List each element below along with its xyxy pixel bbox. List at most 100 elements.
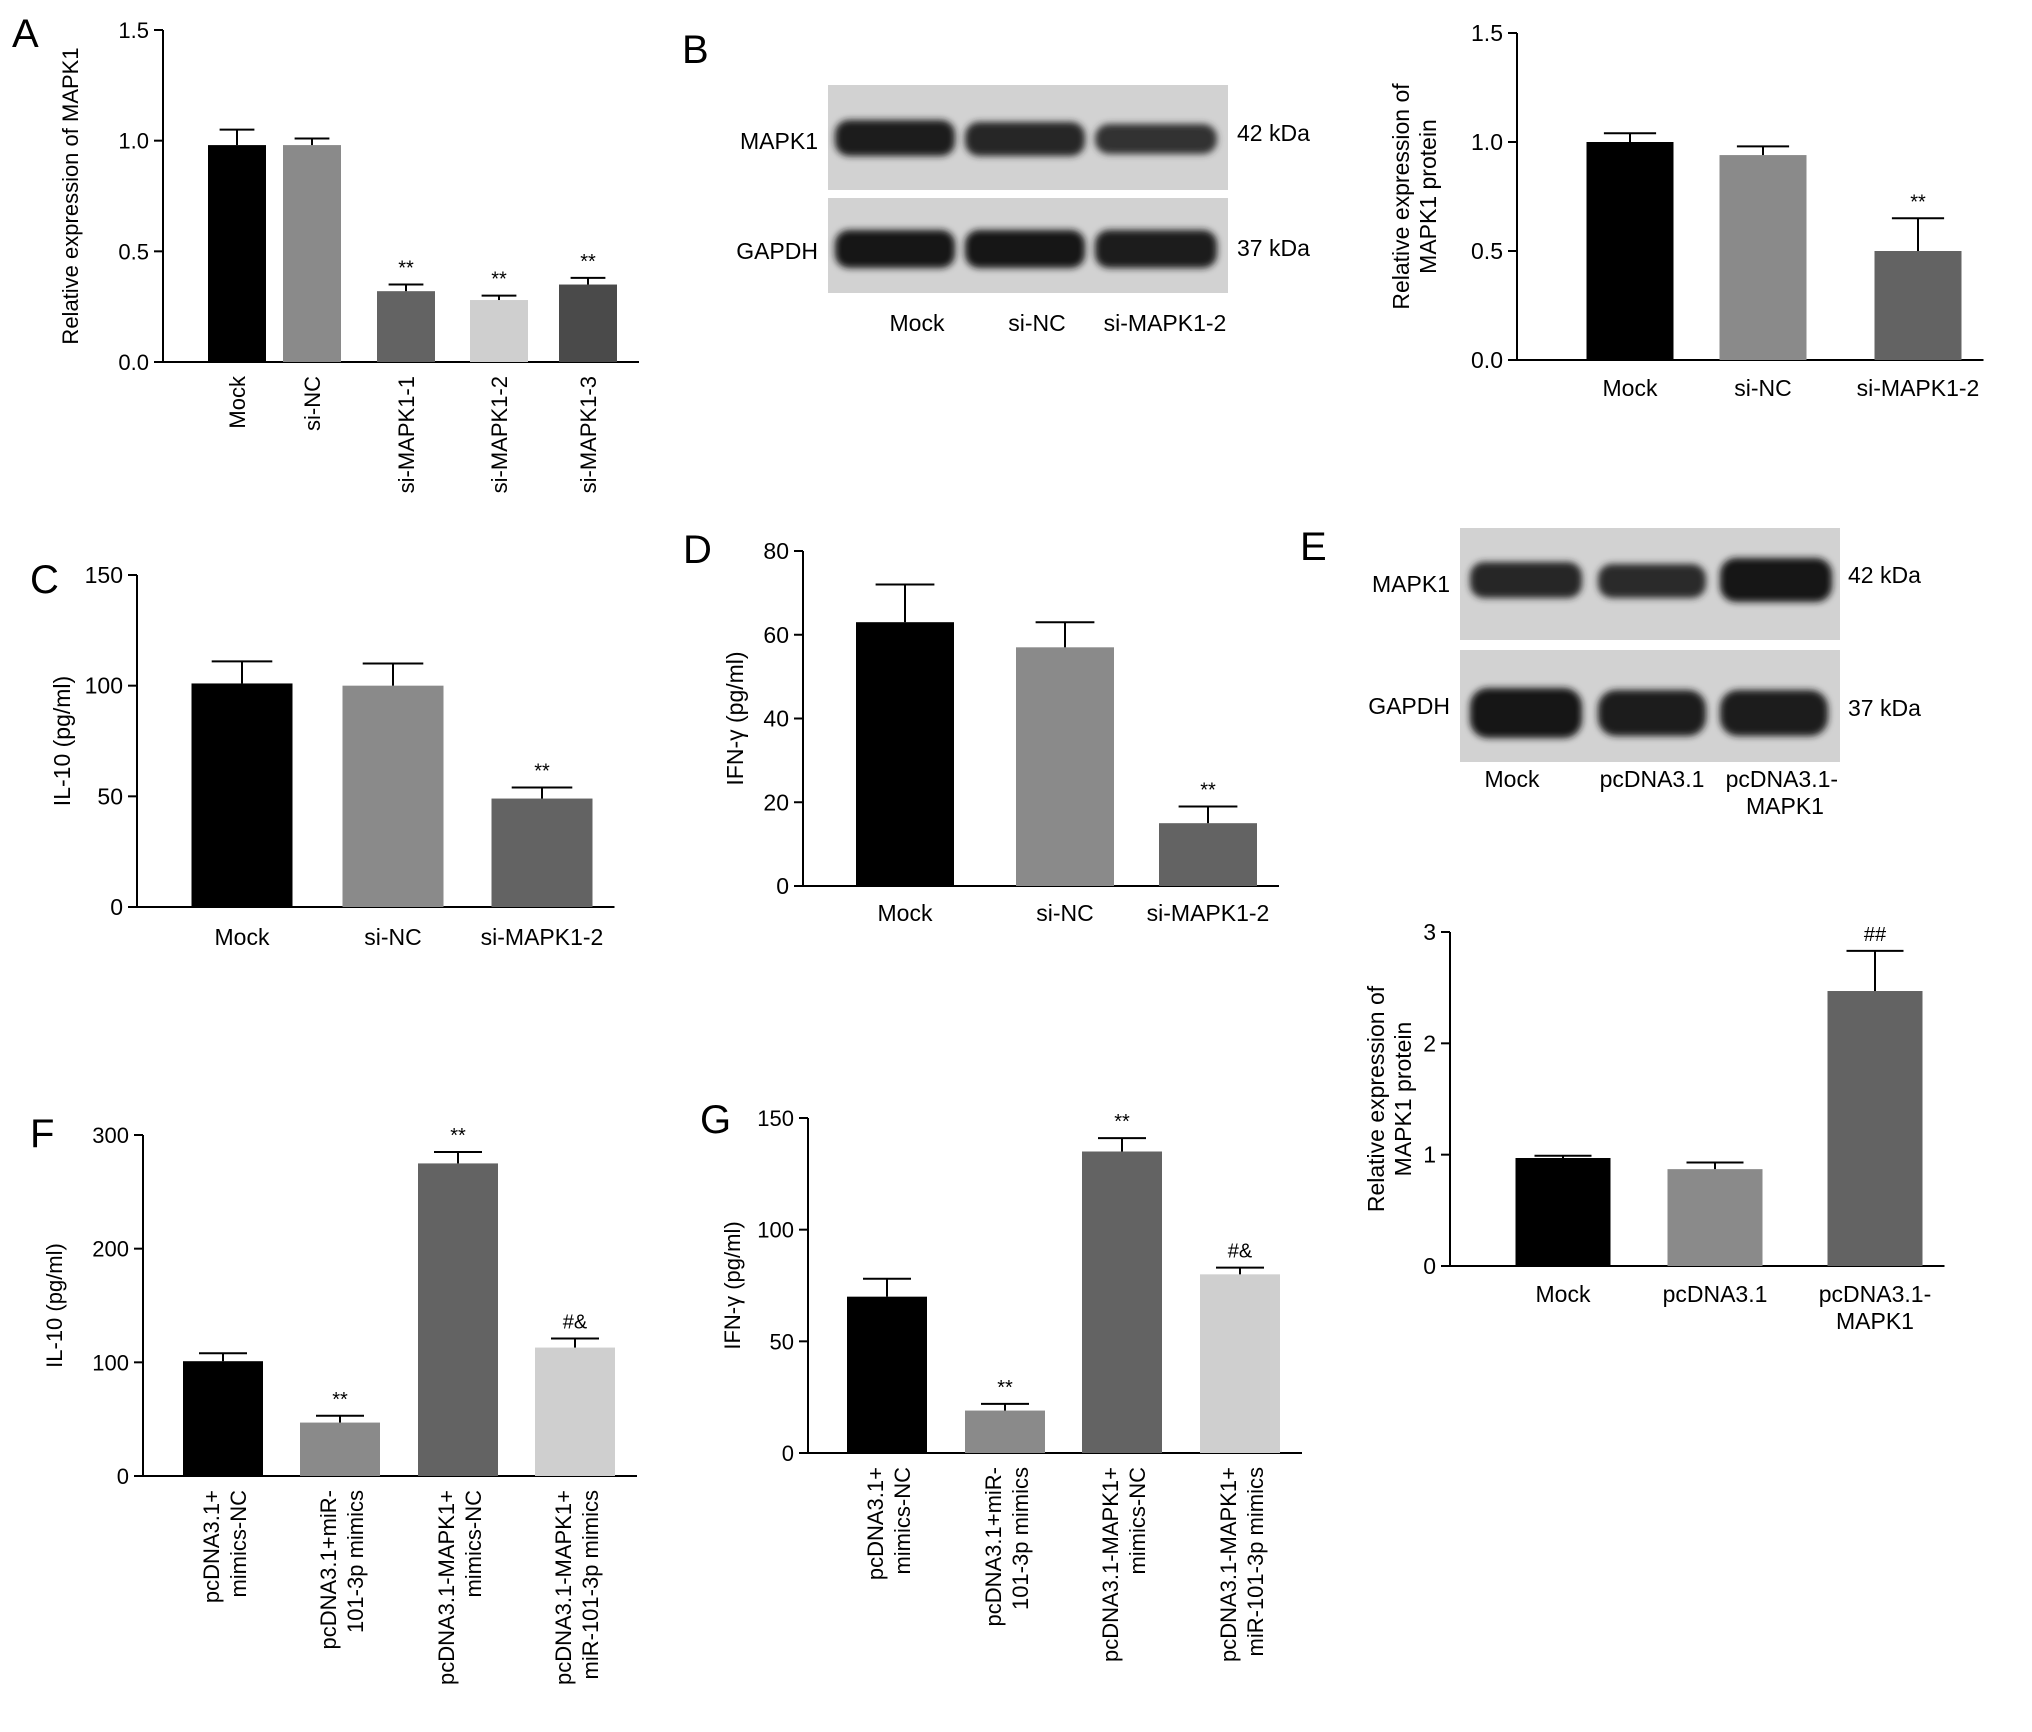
chart-b-ylabel: Relative expression ofMAPK1 protein (1388, 83, 1441, 310)
chart-g-category-label-1-line-2: 101-3p mimics (1008, 1467, 1033, 1610)
blot-b-lane-label-mock: Mock (890, 310, 945, 336)
blot-e-lane-label-pcdna: pcDNA3.1 (1600, 766, 1705, 792)
chart-e-annotation-2: ## (1864, 924, 1887, 946)
chart-a-category-label-1-line-1: si-NC (300, 376, 325, 431)
chart-f-ylabel-line-1: IL-10 (pg/ml) (42, 1243, 67, 1368)
chart-f-category-label-1: pcDNA3.1+miR-101-3p mimics (316, 1490, 368, 1650)
chart-b: 0.0 0.5 1.0 1.5 Relative expression ofMAPK1 … (1388, 20, 1984, 401)
chart-e-ytick-label-1: 1 (1423, 1142, 1436, 1168)
blot-b-size-label-mapk1: 42 kDa (1237, 120, 1310, 146)
blot-b-band-mapk1-simapk1 (1095, 124, 1217, 154)
chart-f-ytick-label-1: 100 (92, 1350, 129, 1375)
chart-e-ytick-label-0: 0 (1423, 1253, 1436, 1279)
chart-b-ylabel-line-2: MAPK1 protein (1415, 119, 1441, 274)
chart-b-ytick-label-1: 0.5 (1471, 238, 1503, 264)
chart-c-ytick-label-0: 0 (110, 894, 123, 920)
chart-f-category-label-2-line-2: mimics-NC (461, 1490, 486, 1598)
chart-e-ylabel: Relative expression ofMAPK1 protein (1363, 985, 1416, 1212)
blot-e-band-gapdh-pcdna-mapk1 (1720, 690, 1828, 736)
chart-e-ylabel-line-2: MAPK1 protein (1390, 1022, 1416, 1177)
chart-g-category-label-1: pcDNA3.1+miR-101-3p mimics (981, 1467, 1033, 1627)
panel-letter-a: A (12, 12, 39, 56)
blot-e-row-label-mapk1: MAPK1 (1372, 571, 1450, 597)
chart-g-category-label-2: pcDNA3.1-MAPK1+mimics-NC (1098, 1467, 1150, 1662)
blot-b-band-gapdh-sinc (965, 230, 1085, 268)
chart-f-bar-2 (418, 1163, 498, 1476)
blot-e-lane-label-pcdna-mapk1: pcDNA3.1- MAPK1 (1726, 766, 1845, 819)
blot-b-lane-label-simapk1: si-MAPK1-2 (1104, 310, 1227, 336)
chart-b-bar-2 (1874, 251, 1962, 360)
chart-a-category-label-3-line-1: si-MAPK1-2 (487, 376, 512, 493)
chart-b-ylabel-line-1: Relative expression of (1388, 83, 1414, 310)
panel-letter-d: D (683, 528, 712, 572)
blot-e-row-label-gapdh: GAPDH (1368, 693, 1450, 719)
blot-b-band-mapk1-mock (835, 120, 955, 156)
chart-c-bar-2 (491, 798, 593, 907)
chart-a-category-label-3: si-MAPK1-2 (487, 376, 512, 493)
chart-a-category-label-2-line-1: si-MAPK1-1 (394, 376, 419, 493)
chart-b-annotation-2: ** (1910, 191, 1926, 213)
chart-d-bar-0 (856, 622, 954, 886)
chart-f-bar-0 (183, 1361, 263, 1476)
blot-e-band-gapdh-mock (1470, 688, 1582, 738)
chart-e-category-label-2: pcDNA3.1-MAPK1 (1819, 1281, 1931, 1334)
chart-d-ylabel-line-1: IFN-γ (pg/ml) (722, 651, 748, 785)
chart-g-annotation-2: ** (1114, 1111, 1130, 1133)
blot-e-size-label-gapdh: 37 kDa (1848, 695, 1921, 721)
chart-f-category-label-1-line-2: 101-3p mimics (343, 1490, 368, 1633)
chart-g-annotation-3: #& (1228, 1241, 1253, 1263)
blot-b-band-mapk1-sinc (965, 122, 1085, 156)
chart-f-category-label-3-line-1: pcDNA3.1-MAPK1+ (551, 1490, 576, 1685)
chart-a-category-label-4: si-MAPK1-3 (576, 376, 601, 493)
chart-c-ytick-label-3: 150 (85, 562, 123, 588)
chart-c-ytick-label-2: 100 (85, 673, 123, 699)
chart-c-category-label-2-line-1: si-MAPK1-2 (481, 924, 604, 950)
chart-d-ytick-label-1: 20 (763, 789, 789, 815)
chart-a-category-label-0-line-1: Mock (225, 375, 250, 429)
chart-g-ylabel: IFN-γ (pg/ml) (720, 1221, 745, 1349)
blot-b-row-label-mapk1: MAPK1 (740, 128, 818, 154)
blot-b-row-label-gapdh: GAPDH (736, 238, 818, 264)
blot-b-size-label-gapdh: 37 kDa (1237, 235, 1310, 261)
chart-g-category-label-1-line-1: pcDNA3.1+miR- (981, 1467, 1006, 1627)
chart-f-category-label-2-line-1: pcDNA3.1-MAPK1+ (434, 1490, 459, 1685)
chart-a-bar-0 (208, 145, 266, 362)
chart-f-category-label-3: pcDNA3.1-MAPK1+miR-101-3p mimics (551, 1490, 603, 1685)
blot-e-lane-label-pcdna-mapk1-line2: MAPK1 (1746, 793, 1824, 819)
chart-g-category-label-0-line-2: mimics-NC (890, 1467, 915, 1575)
blot-b-lane-label-sinc: si-NC (1008, 310, 1066, 336)
chart-e-ytick-label-2: 2 (1423, 1030, 1436, 1056)
chart-c-category-label-0: Mock (215, 924, 270, 950)
blot-e-band-gapdh-pcdna (1598, 690, 1706, 736)
chart-f-category-label-0-line-1: pcDNA3.1+ (199, 1490, 224, 1603)
panel-letter-b: B (682, 28, 709, 72)
chart-c: 0 50 100 150 IL-10 (pg/ml) Mock si-NC ** si-MAPK… (49, 562, 615, 950)
western-blot-e: MAPK1 GAPDH 42 kDa 37 kDa Mock pcDNA3.1 … (1368, 528, 1921, 819)
chart-b-category-label-0-line-1: Mock (1603, 375, 1658, 401)
chart-d-category-label-1-line-1: si-NC (1036, 900, 1094, 926)
chart-e-bar-2 (1827, 991, 1923, 1266)
chart-g-category-label-3: pcDNA3.1-MAPK1+miR-101-3p mimics (1216, 1467, 1268, 1662)
chart-e-ytick-label-3: 3 (1423, 919, 1436, 945)
chart-f-bar-3 (535, 1347, 615, 1476)
chart-d-ytick-label-3: 60 (763, 622, 789, 648)
chart-d-category-label-0: Mock (878, 900, 933, 926)
chart-e-category-label-2-line-2: MAPK1 (1836, 1308, 1914, 1334)
chart-f-ylabel: IL-10 (pg/ml) (42, 1243, 67, 1368)
chart-g-bar-1 (965, 1410, 1045, 1453)
chart-f-ytick-label-2: 200 (92, 1237, 129, 1262)
chart-b-ytick-label-3: 1.5 (1471, 20, 1503, 46)
chart-g-category-label-0-line-1: pcDNA3.1+ (863, 1467, 888, 1580)
chart-c-ylabel: IL-10 (pg/ml) (49, 676, 75, 806)
chart-e-category-label-0: Mock (1536, 1281, 1591, 1307)
chart-a-annotation-2: ** (398, 258, 414, 280)
chart-f-category-label-1-line-1: pcDNA3.1+miR- (316, 1490, 341, 1650)
chart-f-category-label-0-line-2: mimics-NC (226, 1490, 251, 1598)
chart-a-bar-2 (377, 291, 435, 362)
chart-b-bar-0 (1586, 142, 1674, 360)
chart-e-category-label-0-line-1: Mock (1536, 1281, 1591, 1307)
blot-e-band-mapk1-mock (1470, 562, 1582, 598)
panel-letter-c: C (30, 558, 59, 602)
chart-a-ytick-label-1: 0.5 (118, 239, 149, 264)
